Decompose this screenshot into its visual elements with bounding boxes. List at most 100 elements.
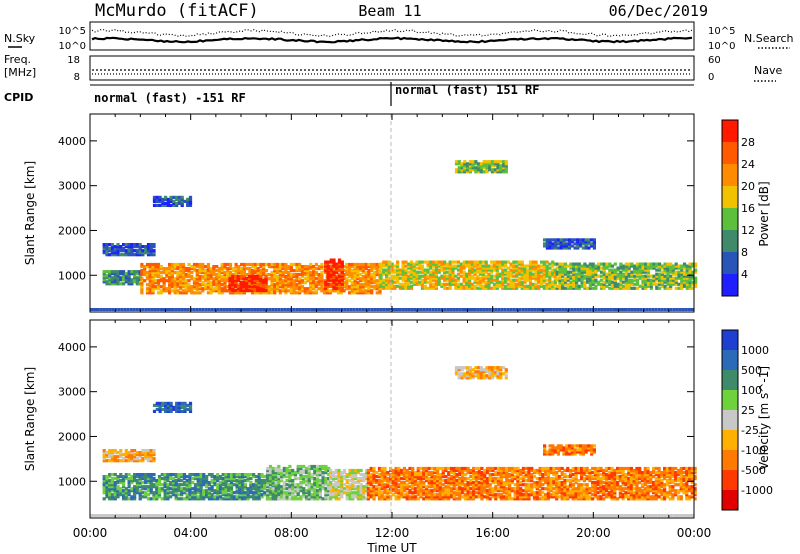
power-echo-cell: [477, 170, 481, 174]
power-echo-cell: [228, 286, 232, 291]
power-echo-cell: [181, 265, 186, 269]
velocity-echo-cell: [277, 487, 281, 491]
power-echo-cell: [580, 266, 584, 270]
velocity-echo-cell: [216, 477, 220, 481]
velocity-echo-cell: [188, 493, 192, 497]
velocity-echo-cell: [174, 473, 178, 477]
power-echo-cell: [644, 280, 648, 284]
power-echo-cell: [635, 262, 640, 266]
power-echo-cell: [488, 162, 492, 166]
velocity-echo-cell: [400, 491, 404, 495]
power-echo-cell: [691, 272, 695, 276]
power-echo-cell: [501, 264, 505, 268]
power-echo-cell: [627, 280, 631, 284]
power-echo-cell: [517, 268, 521, 272]
power-echo-cell: [242, 280, 246, 285]
power-echo-cell: [289, 279, 293, 283]
power-echo-cell: [671, 280, 676, 284]
velocity-echo-cell: [327, 483, 331, 487]
power-echo-cell: [236, 286, 240, 291]
power-echo-cell: [113, 251, 117, 255]
power-echo-cell: [192, 279, 197, 283]
velocity-echo-cell: [199, 475, 203, 479]
power-echo-cell: [528, 282, 533, 286]
power-echo-cell: [504, 170, 508, 174]
power-echo-cell: [162, 269, 166, 273]
velocity-echo-cell: [394, 468, 398, 473]
velocity-echo-cell: [116, 493, 120, 497]
power-echo-cell: [663, 284, 667, 288]
power-echo-cell: [512, 264, 516, 268]
velocity-echo-cell: [119, 479, 123, 483]
power-echo-cell: [122, 276, 126, 280]
velocity-echo-cell: [447, 497, 451, 501]
power-echo-cell: [630, 270, 634, 274]
power-echo-cell: [488, 166, 492, 170]
power-echo-cell: [641, 266, 645, 270]
velocity-echo-cell: [444, 481, 448, 485]
power-echo-cell: [495, 264, 499, 268]
power-echo-cell: [145, 287, 150, 291]
velocity-echo-cell: [260, 481, 264, 485]
velocity-echo-cell: [238, 475, 242, 479]
velocity-echo-cell: [216, 479, 220, 483]
power-echo-cell: [398, 272, 402, 276]
velocity-echo-cell: [321, 475, 325, 479]
velocity-echo-cell: [441, 468, 445, 473]
velocity-echo-cell: [135, 514, 139, 517]
velocity-echo-cell: [359, 497, 363, 501]
power-echo-cell: [170, 283, 174, 287]
power-echo-cell: [105, 243, 109, 247]
power-echo-cell: [575, 266, 579, 270]
power-echo-cell: [159, 308, 163, 311]
power-echo-cell: [553, 278, 557, 282]
velocity-echo-cell: [466, 485, 470, 489]
power-echo-cell: [361, 283, 365, 287]
power-echo-cell: [448, 268, 452, 272]
velocity-echo-cell: [202, 497, 206, 501]
velocity-echo-cell: [221, 493, 225, 497]
velocity-echo-cell: [116, 489, 120, 493]
velocity-echo-cell: [249, 487, 253, 491]
power-echo-cell: [506, 260, 510, 264]
velocity-echo-cell: [407, 514, 411, 517]
velocity-echo-cell: [169, 483, 173, 487]
power-echo-cell: [192, 285, 197, 289]
power-echo-cell: [677, 276, 681, 280]
power-echo-cell: [184, 273, 188, 277]
power-echo-cell: [540, 284, 544, 288]
power-echo-cell: [481, 266, 485, 270]
power-echo-cell: [284, 262, 288, 267]
power-echo-cell: [613, 276, 617, 280]
velocity-echo-cell: [419, 483, 423, 487]
power-echo-cell: [597, 266, 601, 270]
velocity-echo-cell: [380, 479, 384, 483]
power-echo-cell: [506, 272, 510, 276]
power-echo-cell: [113, 245, 117, 249]
velocity-echo-cell: [447, 466, 451, 471]
velocity-echo-cell: [277, 485, 281, 489]
power-echo-cell: [332, 270, 336, 274]
power-echo-cell: [523, 270, 527, 274]
power-echo-cell: [440, 274, 444, 278]
power-echo-cell: [345, 287, 349, 291]
velocity-echo-cell: [316, 477, 320, 481]
power-echo-cell: [350, 289, 354, 293]
velocity-echo-cell: [257, 487, 261, 491]
power-echo-cell: [151, 285, 155, 289]
power-echo-cell: [465, 264, 469, 268]
power-echo-cell: [326, 264, 330, 268]
velocity-echo-cell: [348, 491, 352, 495]
power-echo-cell: [420, 268, 425, 272]
power-echo-cell: [492, 274, 497, 278]
power-echo-cell: [353, 267, 357, 271]
power-echo-cell: [385, 274, 389, 278]
velocity-echo-cell: [202, 475, 206, 479]
power-echo-cell: [168, 281, 172, 285]
power-echo-cell: [655, 272, 659, 276]
velocity-echo-cell: [691, 514, 694, 517]
velocity-echo-cell: [185, 495, 189, 499]
power-echo-cell: [542, 264, 546, 268]
power-echo-cell: [685, 280, 689, 284]
velocity-echo-cell: [351, 491, 355, 495]
